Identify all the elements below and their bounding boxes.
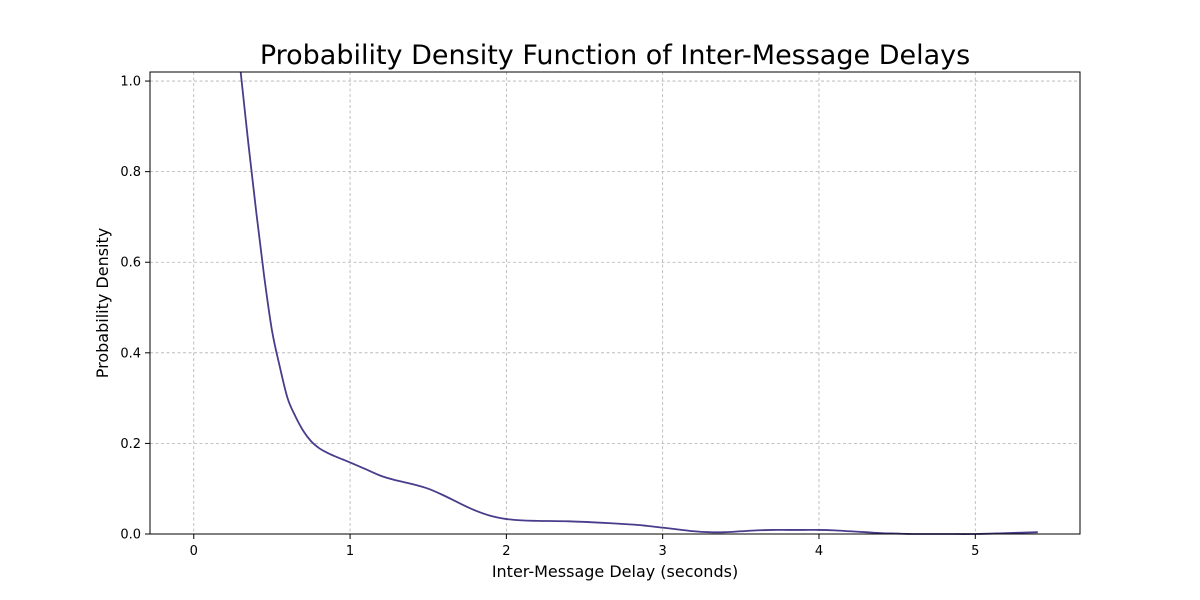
grid-lines xyxy=(150,72,1080,535)
x-axis-ticks: 0 1 2 3 4 5 xyxy=(190,534,979,559)
y-tick-label: 1.0 xyxy=(120,75,141,90)
density-curve xyxy=(239,71,1038,535)
y-axis-label: Probability Density xyxy=(93,228,112,379)
x-tick-label: 0 xyxy=(190,544,198,559)
x-tick-label: 5 xyxy=(971,544,979,559)
x-tick-label: 3 xyxy=(659,544,667,559)
chart-title: Probability Density Function of Inter-Me… xyxy=(260,40,970,71)
x-tick-label: 4 xyxy=(815,544,823,559)
y-axis-ticks: 0.0 0.2 0.4 0.6 0.8 1.0 xyxy=(120,75,150,543)
plot-frame xyxy=(149,71,1081,535)
y-tick-label: 0.2 xyxy=(120,437,141,452)
y-tick-label: 0.4 xyxy=(120,346,141,361)
x-tick-label: 2 xyxy=(502,544,510,559)
x-tick-label: 1 xyxy=(346,544,354,559)
x-axis-label: Inter-Message Delay (seconds) xyxy=(492,562,738,581)
y-tick-label: 0.8 xyxy=(120,165,141,180)
y-tick-label: 0.0 xyxy=(120,528,141,543)
y-tick-label: 0.6 xyxy=(120,256,141,271)
